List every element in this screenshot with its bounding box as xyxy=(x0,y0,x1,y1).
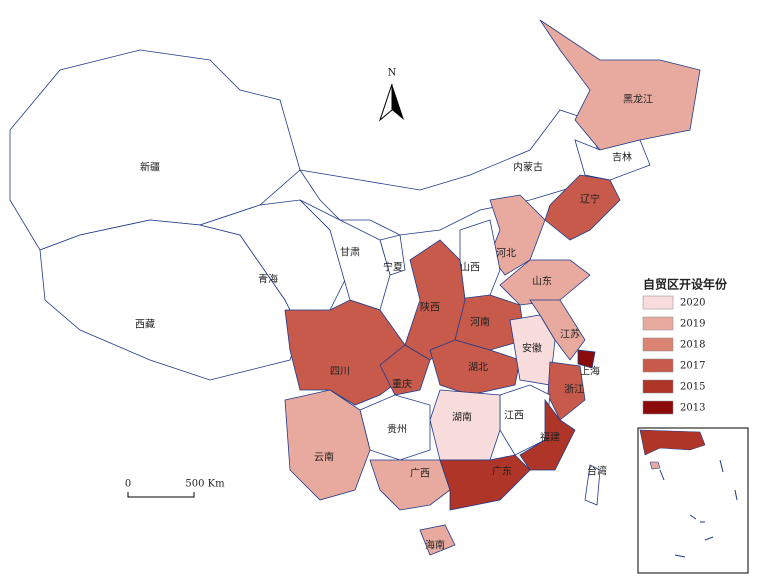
scale-start: 0 xyxy=(125,479,131,490)
legend-label: 2015 xyxy=(680,382,705,393)
province-label: 黑龙江 xyxy=(623,93,653,106)
legend-label: 2019 xyxy=(680,319,705,330)
province xyxy=(489,194,546,276)
province-label: 海南 xyxy=(425,539,445,552)
legend-swatch xyxy=(642,358,674,373)
province xyxy=(529,299,586,361)
province-label: 甘肃 xyxy=(340,246,360,259)
province xyxy=(369,459,451,511)
province xyxy=(459,219,501,301)
inset-coast xyxy=(639,429,706,456)
province-label: 内蒙古 xyxy=(513,161,543,174)
province xyxy=(577,349,596,369)
province-label: 湖北 xyxy=(468,362,488,374)
legend-label: 2013 xyxy=(680,403,705,414)
province-label: 新疆 xyxy=(140,161,160,174)
inset xyxy=(637,427,749,574)
scale-line xyxy=(127,492,195,498)
province-label: 重庆 xyxy=(392,378,412,391)
province xyxy=(429,339,521,396)
north-arrow-left xyxy=(378,83,393,122)
province-label: 福建 xyxy=(540,431,560,444)
inset-island xyxy=(649,461,661,470)
province xyxy=(519,398,576,471)
province xyxy=(429,389,501,461)
north-arrow-right xyxy=(392,84,404,120)
province xyxy=(574,139,651,181)
province-label: 广西 xyxy=(410,468,430,480)
province xyxy=(439,454,531,511)
legend-swatch xyxy=(642,337,674,352)
north-arrow: N xyxy=(378,68,404,122)
province xyxy=(284,389,371,501)
province-label: 青海 xyxy=(258,273,278,286)
north-label: N xyxy=(388,68,397,79)
province xyxy=(547,361,586,421)
province xyxy=(198,199,351,331)
province-label: 江西 xyxy=(504,410,524,422)
legend-swatch xyxy=(642,295,674,310)
legend-label: 2020 xyxy=(680,298,705,309)
province-label: 河北 xyxy=(496,248,516,260)
legend-label: 2017 xyxy=(680,361,705,372)
province-label: 上海 xyxy=(580,365,600,378)
legend-swatch xyxy=(642,316,674,331)
province-label: 江苏 xyxy=(560,328,580,341)
province-label: 湖南 xyxy=(452,411,472,424)
legend-swatch xyxy=(642,379,674,394)
province xyxy=(379,344,431,396)
province-label: 山西 xyxy=(460,262,480,274)
legend-label: 2018 xyxy=(680,340,705,351)
scale-bar: 0 500 Km xyxy=(125,479,225,498)
province-label: 浙江 xyxy=(564,384,584,396)
province-label: 西藏 xyxy=(135,319,155,331)
province-label: 台湾 xyxy=(587,465,607,478)
province-label: 河南 xyxy=(470,316,490,329)
province-label: 四川 xyxy=(330,367,350,378)
scale-end: 500 Km xyxy=(185,479,225,490)
province-label: 云南 xyxy=(314,451,334,464)
province-label: 山东 xyxy=(532,275,552,288)
inset-frame xyxy=(637,427,749,574)
legend-swatch xyxy=(642,400,674,415)
province-label: 吉林 xyxy=(612,151,632,164)
legend-title: 自贸区开设年份 xyxy=(643,277,728,292)
province-label: 辽宁 xyxy=(580,193,600,206)
province-label: 贵州 xyxy=(387,423,407,436)
inset-islets xyxy=(659,459,738,558)
province-label: 安徽 xyxy=(522,342,542,355)
province xyxy=(584,464,601,506)
province-label: 广东 xyxy=(492,465,512,478)
province-label: 陕西 xyxy=(420,301,440,314)
province xyxy=(544,174,621,241)
province xyxy=(419,524,456,556)
province xyxy=(299,199,391,311)
province xyxy=(284,299,406,406)
legend: 自贸区开设年份 2020 2019 2018 2017 2015 2013 xyxy=(642,277,728,415)
province-label: 宁夏 xyxy=(383,261,403,274)
provinces xyxy=(9,19,701,556)
